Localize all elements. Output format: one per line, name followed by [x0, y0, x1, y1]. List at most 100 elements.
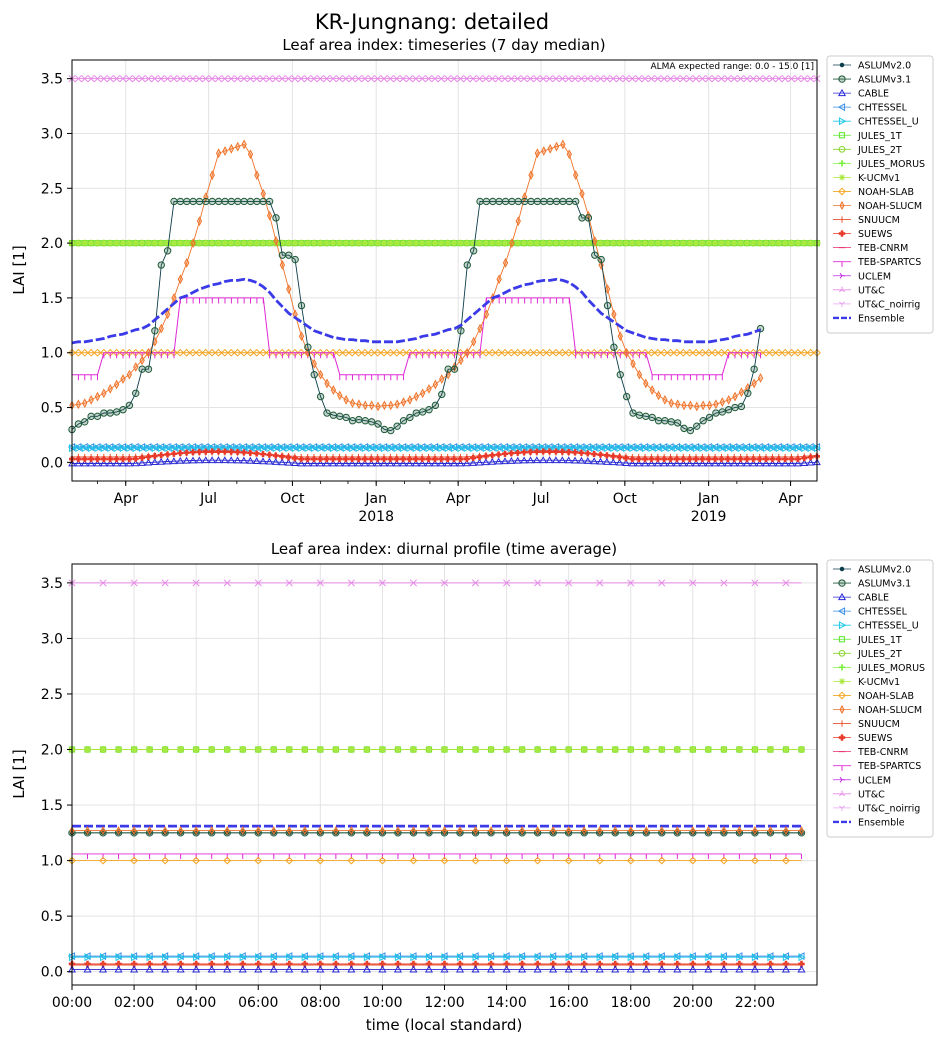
- data-point: [503, 579, 511, 587]
- data-point: [214, 75, 223, 83]
- data-point: [131, 459, 140, 467]
- data-point: [488, 348, 497, 357]
- data-point: [455, 952, 464, 961]
- data-point: [622, 444, 631, 453]
- data-point: [132, 75, 140, 83]
- data-point: [673, 348, 681, 357]
- data-point: [762, 239, 770, 247]
- data-point: [800, 348, 809, 357]
- data-point: [545, 348, 554, 357]
- data-point: [203, 192, 209, 202]
- data-point: [518, 746, 526, 753]
- data-point: [443, 459, 452, 467]
- data-point: [266, 239, 273, 247]
- data-point: [119, 75, 127, 83]
- data-point: [782, 456, 789, 463]
- data-point: [107, 239, 114, 247]
- data-point: [520, 348, 529, 357]
- data-point: [648, 239, 655, 247]
- data-point: [597, 451, 604, 458]
- data-point: [503, 953, 511, 962]
- data-point: [635, 456, 642, 463]
- data-point: [450, 239, 458, 247]
- data-point: [431, 444, 440, 453]
- data-point: [590, 457, 598, 465]
- legend-marker: [839, 566, 845, 572]
- data-point: [540, 197, 548, 206]
- data-point: [87, 348, 96, 357]
- data-point: [743, 239, 751, 247]
- data-point: [471, 965, 480, 973]
- data-point: [719, 952, 727, 961]
- data-point: [704, 952, 712, 961]
- data-point: [688, 856, 697, 865]
- data-point: [673, 965, 682, 973]
- data-point: [100, 75, 108, 83]
- data-point: [552, 239, 560, 247]
- data-point: [266, 210, 273, 221]
- data-point: [94, 239, 101, 247]
- data-point: [209, 170, 215, 181]
- data-point: [170, 75, 178, 83]
- data-point: [342, 413, 350, 422]
- data-point: [698, 348, 707, 357]
- data-point: [367, 418, 376, 426]
- legend-marker: [838, 579, 846, 587]
- data-point: [584, 214, 593, 222]
- data-point: [501, 457, 509, 465]
- data-point: [222, 146, 228, 156]
- data-point: [627, 746, 634, 753]
- data-point: [247, 449, 254, 456]
- data-point: [285, 579, 293, 587]
- data-point: [349, 444, 357, 453]
- data-point: [762, 348, 770, 357]
- data-point: [673, 952, 681, 961]
- data-point: [331, 965, 340, 973]
- data-point: [425, 444, 433, 453]
- data-point: [144, 458, 153, 466]
- data-point: [800, 459, 809, 466]
- data-point: [145, 444, 153, 453]
- data-point: [189, 75, 197, 83]
- data-point: [304, 343, 312, 351]
- data-point: [774, 459, 783, 467]
- data-point: [424, 965, 434, 973]
- data-point: [596, 953, 604, 962]
- data-point: [335, 75, 343, 83]
- data-point: [622, 392, 631, 401]
- data-point: [215, 148, 222, 159]
- data-point: [657, 965, 666, 973]
- data-point: [769, 444, 777, 453]
- data-point: [577, 456, 586, 464]
- data-point: [81, 239, 88, 247]
- data-point: [323, 239, 330, 247]
- data-point: [418, 408, 427, 416]
- data-point: [590, 348, 599, 357]
- data-point: [247, 149, 254, 160]
- data-point: [151, 327, 159, 335]
- data-point: [75, 239, 82, 247]
- data-point: [221, 75, 229, 83]
- data-point: [514, 449, 521, 456]
- data-point: [329, 459, 337, 467]
- data-point: [763, 444, 771, 453]
- data-point: [272, 75, 280, 83]
- data-point: [380, 348, 388, 357]
- data-point: [666, 459, 675, 467]
- data-point: [735, 952, 743, 961]
- data-point: [642, 965, 651, 973]
- data-point: [617, 331, 623, 342]
- data-point: [595, 952, 603, 961]
- data-point: [253, 197, 261, 206]
- data-point: [686, 75, 694, 83]
- data-point: [642, 456, 649, 463]
- data-point: [724, 75, 732, 83]
- data-point: [730, 348, 739, 357]
- data-point: [471, 952, 479, 961]
- data-point: [119, 444, 128, 453]
- data-point: [565, 953, 573, 962]
- data-point: [223, 965, 232, 973]
- data-point: [265, 457, 274, 465]
- data-point: [151, 75, 159, 83]
- data-point: [440, 952, 448, 961]
